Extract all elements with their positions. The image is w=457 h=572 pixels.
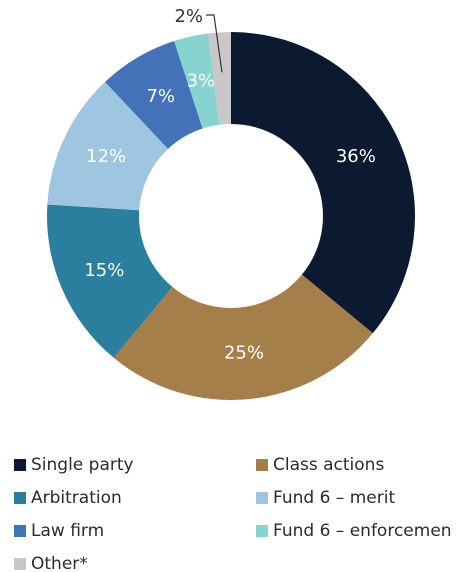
slice [174,33,220,129]
legend-swatch [256,525,268,537]
slice [105,41,203,149]
legend-text: Class actions [273,455,384,475]
legend-swatch [14,459,26,471]
slice-label: 15% [84,260,124,281]
legend-text: Fund 6 – enforcemen [273,521,452,541]
slice [113,274,373,401]
legend-swatch [14,525,26,537]
legend-text: Law firm [31,521,104,541]
slice [231,32,415,334]
legend-text: Single party [31,455,134,475]
slice [46,204,173,358]
legend-swatch [14,492,26,504]
slice-label: 7% [146,86,175,107]
legend-text: Fund 6 – merit [273,488,395,508]
slice-label: 25% [224,342,264,363]
slice-label: 36% [336,146,376,167]
legend-text: Arbitration [31,488,122,508]
leader-line [206,14,223,73]
legend-swatch [14,558,26,570]
slice [207,32,231,125]
legend-swatch [256,492,268,504]
slice-label: 3% [187,70,216,91]
slice [47,81,169,211]
legend-text: Other* [31,554,88,572]
slice-label: 12% [86,146,126,167]
slice-label: 2% [174,6,203,27]
legend-swatch [256,459,268,471]
